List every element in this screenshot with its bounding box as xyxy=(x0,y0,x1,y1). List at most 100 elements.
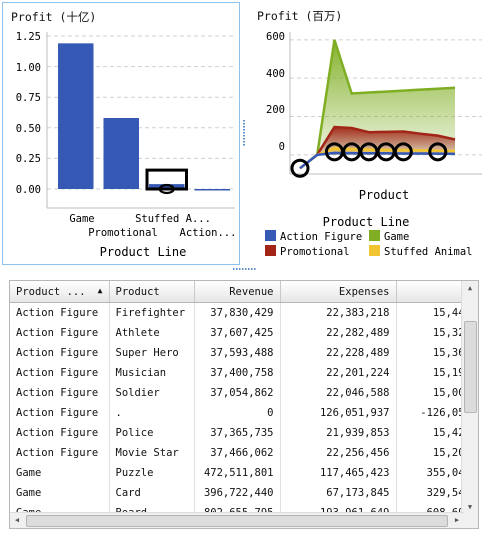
y-tick-label: 600 xyxy=(266,31,285,43)
bar xyxy=(149,184,185,189)
scroll-right-arrow-icon[interactable]: ▶ xyxy=(454,516,460,524)
table-cell: 22,256,456 xyxy=(280,443,397,463)
scroll-left-arrow-icon[interactable]: ◀ xyxy=(14,516,20,524)
table-cell: Action Figure xyxy=(10,423,110,443)
table-cell: 0 xyxy=(194,403,281,423)
table-cell: 37,365,735 xyxy=(194,423,281,443)
legend-label: Promotional xyxy=(280,246,350,258)
y-tick-label: 400 xyxy=(266,68,285,80)
y-tick-label: 0 xyxy=(279,141,285,153)
table-row[interactable]: Game Puzzle 472,511,801 117,465,423 355,046,… xyxy=(10,463,478,483)
area-chart[interactable]: 600 400 200 0 Product Product Line Actio… xyxy=(252,2,486,265)
area-game xyxy=(317,39,455,155)
table-cell: Firefighter xyxy=(109,302,195,323)
column-header-label: Revenue xyxy=(229,285,274,298)
table-row[interactable]: Action Figure Athlete 37,607,425 22,282,489… xyxy=(10,323,478,343)
y-tick-label: 0.50 xyxy=(16,123,41,135)
bar-chart-x-ticks: Game Stuffed A... Promotional Action... xyxy=(69,213,236,239)
table-cell: 117,465,423 xyxy=(280,463,397,483)
table-cell: 37,400,758 xyxy=(194,363,281,383)
legend-label: Game xyxy=(384,231,409,243)
column-header-expenses[interactable]: Expenses xyxy=(280,281,397,303)
column-header-product-line[interactable]: Product ... ▲ xyxy=(10,281,110,303)
table-cell: Puzzle xyxy=(109,463,195,483)
selected-point-marker xyxy=(290,158,310,178)
table-row[interactable]: Action Figure. 0 126,051,937 -126,051,9 xyxy=(10,403,478,423)
table-cell: Athlete xyxy=(109,323,195,343)
bar xyxy=(194,189,230,191)
table-cell: 21,939,853 xyxy=(280,423,397,443)
bar-chart-y-ticks: 1.25 1.00 0.75 0.50 0.25 0.00 xyxy=(16,31,41,196)
area-chart-y-ticks: 600 400 200 0 xyxy=(266,31,285,153)
line-promotional xyxy=(299,125,456,170)
legend: Action Figure Game Promotional Stuffed A… xyxy=(265,230,473,258)
table-cell: 67,173,845 xyxy=(280,483,397,503)
legend-swatch-promotional xyxy=(265,245,276,256)
table-row[interactable]: Action Figure Musician 37,400,758 22,201,22… xyxy=(10,363,478,383)
scrollbar-corner xyxy=(462,513,478,528)
column-header-revenue[interactable]: Revenue xyxy=(194,281,281,303)
vertical-splitter-handle[interactable] xyxy=(243,120,245,146)
legend-swatch-action-figure xyxy=(265,230,276,241)
selection-marker xyxy=(158,183,175,195)
horizontal-scroll-thumb[interactable] xyxy=(26,515,448,527)
selected-bar-outline xyxy=(145,168,188,191)
table-cell: Action Figure xyxy=(10,363,110,383)
y-tick-label: 200 xyxy=(266,104,285,116)
table-cell: 22,201,224 xyxy=(280,363,397,383)
area-chart-markers xyxy=(290,142,448,178)
horizontal-splitter-handle[interactable] xyxy=(233,268,257,270)
table-cell: Game xyxy=(10,463,110,483)
scroll-down-arrow-icon[interactable]: ▼ xyxy=(467,503,473,511)
table-cell: Police xyxy=(109,423,195,443)
column-header-label: Product ... xyxy=(16,285,86,298)
horizontal-scrollbar[interactable]: ◀ ▶ xyxy=(10,512,464,528)
bar-chart-panel[interactable]: Profit (十亿) 1.25 1.00 0.75 0.50 0.25 0.0… xyxy=(2,2,240,265)
vertical-scroll-thumb[interactable] xyxy=(464,321,477,413)
column-header-label: Expenses xyxy=(338,285,390,298)
table-cell: Musician xyxy=(109,363,195,383)
bar-chart-x-axis-label: Product Line xyxy=(100,245,187,259)
line-game xyxy=(299,39,456,170)
table-cell: Action Figure xyxy=(10,323,110,343)
data-table-panel[interactable]: Product ... ▲ Product Revenue Expenses P… xyxy=(9,280,479,529)
table-cell: Action Figure xyxy=(10,302,110,323)
bar xyxy=(58,43,94,190)
selected-point-marker xyxy=(428,142,448,162)
y-tick-label: 0.00 xyxy=(16,184,41,196)
y-tick-label: 0.25 xyxy=(16,153,41,165)
table-cell: 396,722,440 xyxy=(194,483,281,503)
table-cell: Game xyxy=(10,483,110,503)
scroll-up-arrow-icon[interactable]: ▲ xyxy=(467,284,473,292)
legend-title: Product Line xyxy=(323,215,410,229)
bar xyxy=(103,118,139,189)
vertical-scrollbar[interactable]: ▲ ▼ xyxy=(461,281,478,514)
column-header-product[interactable]: Product xyxy=(109,281,195,303)
sort-ascending-icon: ▲ xyxy=(97,285,103,295)
x-tick-label: Game xyxy=(69,213,94,225)
table-row[interactable]: Action Figure Soldier 37,054,862 22,046,588… xyxy=(10,383,478,403)
table-row[interactable]: Action Figure Firefighter 37,830,429 22,383… xyxy=(10,302,478,323)
table-cell: Action Figure xyxy=(10,443,110,463)
bar-chart-title: Profit (十亿) xyxy=(11,10,97,24)
table-cell: 22,383,218 xyxy=(280,302,397,323)
table-cell: 22,046,588 xyxy=(280,383,397,403)
table-cell: 37,466,062 xyxy=(194,443,281,463)
legend-swatch-stuffed-animal xyxy=(369,245,380,256)
x-tick-label: Promotional xyxy=(88,227,158,239)
bar-chart[interactable]: 1.25 1.00 0.75 0.50 0.25 0.00 Game Stuff… xyxy=(3,3,239,264)
table-row[interactable]: Action Figure Police 37,365,735 21,939,853 1… xyxy=(10,423,478,443)
table-cell: Movie Star xyxy=(109,443,195,463)
table-cell: 37,607,425 xyxy=(194,323,281,343)
column-header-profit[interactable]: Pr xyxy=(396,281,478,303)
legend-swatch-game xyxy=(369,230,380,241)
table-row[interactable]: Action Figure Movie Star 37,466,062 22,256,… xyxy=(10,443,478,463)
table-cell: 472,511,801 xyxy=(194,463,281,483)
table-cell: 22,228,489 xyxy=(280,343,397,363)
table-row[interactable]: Game Card 396,722,440 67,173,845 329,548,5 xyxy=(10,483,478,503)
y-tick-label: 1.00 xyxy=(16,62,41,74)
legend-label: Stuffed Animal xyxy=(384,246,473,258)
area-chart-panel[interactable]: Profit (百万) 600 400 200 0 Product Produc… xyxy=(252,2,486,265)
table-row[interactable]: Action Figure Super Hero 37,593,488 22,228,… xyxy=(10,343,478,363)
legend-label: Action Figure xyxy=(280,231,362,243)
